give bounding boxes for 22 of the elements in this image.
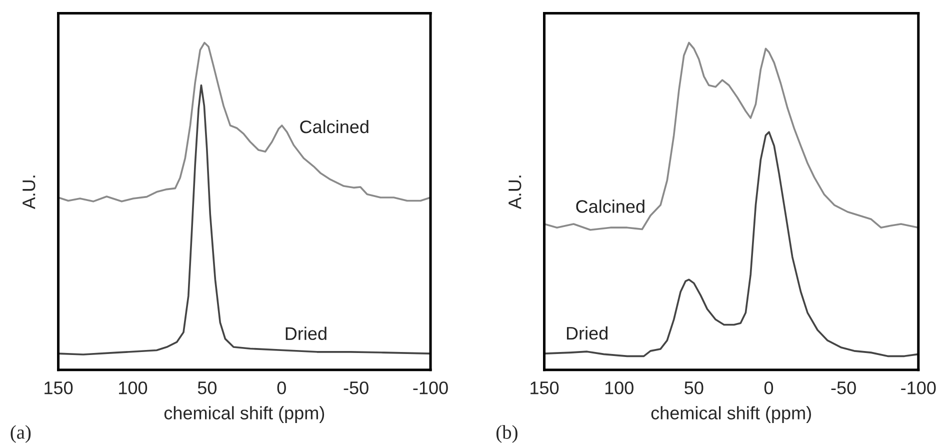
text: (b): [496, 425, 518, 443]
x-tick-label: 100: [605, 381, 634, 394]
x-tick-label: -100: [901, 381, 936, 394]
x-tick-label: 150: [44, 381, 73, 394]
x-tick-label: 50: [684, 381, 704, 394]
x-tick-label: 150: [530, 381, 559, 394]
series-label: Calcined: [300, 120, 368, 134]
x-tick-label: 100: [119, 381, 148, 394]
x-tick-label: 0: [277, 381, 286, 394]
series-label: Dried: [286, 326, 326, 340]
series-label: Dried: [566, 326, 608, 340]
x-tick-label: 50: [198, 381, 217, 394]
x-axis-title: chemical shift (ppm): [651, 406, 811, 424]
series-label: Calcined: [576, 200, 644, 213]
x-tick-label: -100: [413, 381, 448, 394]
text: (a): [10, 425, 31, 443]
y-axis-title: A.U.: [22, 176, 36, 210]
x-axis-title: chemical shift (ppm): [164, 406, 324, 424]
x-tick-label: -50: [344, 381, 368, 394]
x-tick-label: -50: [831, 381, 856, 394]
y-axis-title: A.U.: [508, 176, 522, 210]
x-tick-label: 0: [764, 381, 774, 394]
